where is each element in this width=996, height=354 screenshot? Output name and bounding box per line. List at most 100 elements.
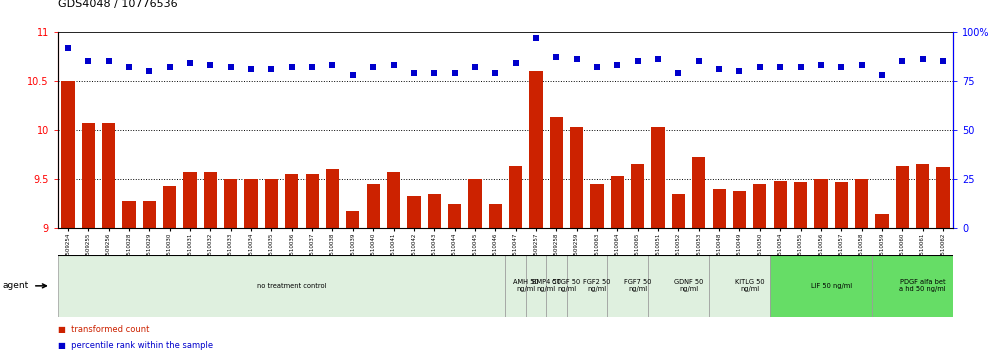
Text: no treatment control: no treatment control — [257, 283, 327, 289]
Bar — [631, 165, 644, 228]
Bar — [489, 204, 502, 228]
Bar — [872, 255, 953, 317]
Point — [284, 64, 300, 70]
Point — [629, 58, 645, 64]
Bar — [591, 184, 604, 228]
Point — [569, 57, 585, 62]
Point — [731, 68, 747, 74]
Point — [366, 64, 381, 70]
Bar — [855, 179, 869, 228]
Point — [834, 64, 850, 70]
Point — [873, 72, 889, 78]
Point — [243, 66, 259, 72]
Point — [60, 45, 76, 50]
Bar — [62, 81, 75, 228]
Bar — [347, 211, 360, 228]
Bar — [936, 167, 949, 228]
Bar — [692, 156, 705, 228]
Point — [487, 70, 503, 76]
Text: KITLG 50
ng/ml: KITLG 50 ng/ml — [735, 279, 765, 292]
Point — [854, 62, 870, 68]
Point — [691, 58, 707, 64]
Bar — [58, 255, 505, 317]
Point — [122, 64, 137, 70]
Bar — [611, 176, 624, 228]
Point — [202, 62, 218, 68]
Bar — [102, 123, 116, 228]
Point — [81, 58, 97, 64]
Bar — [753, 184, 767, 228]
Point — [182, 61, 198, 66]
Point — [650, 57, 666, 62]
Bar — [509, 166, 522, 228]
Point — [446, 70, 462, 76]
Point — [426, 70, 442, 76]
Bar — [123, 201, 135, 228]
Point — [141, 68, 157, 74]
Bar — [916, 165, 929, 228]
Bar — [468, 179, 481, 228]
Bar — [550, 117, 563, 228]
Point — [325, 62, 341, 68]
Bar — [244, 179, 258, 228]
Bar — [608, 255, 648, 317]
Bar — [875, 213, 888, 228]
Bar — [546, 255, 567, 317]
Bar — [648, 255, 709, 317]
Point — [304, 64, 320, 70]
Bar — [306, 174, 319, 228]
Text: BMP4 50
ng/ml: BMP4 50 ng/ml — [532, 279, 561, 292]
Text: AMH 50
ng/ml: AMH 50 ng/ml — [513, 279, 539, 292]
Point — [528, 35, 544, 41]
Bar — [505, 255, 526, 317]
Point — [752, 64, 768, 70]
Text: GDNF 50
ng/ml: GDNF 50 ng/ml — [674, 279, 703, 292]
Bar — [142, 201, 156, 228]
Bar — [709, 255, 770, 317]
Point — [670, 70, 686, 76]
Bar — [712, 189, 726, 228]
Text: ■  transformed count: ■ transformed count — [58, 325, 149, 334]
Bar — [183, 172, 196, 228]
Bar — [733, 191, 746, 228]
Point — [264, 66, 280, 72]
Point — [772, 64, 788, 70]
Bar — [770, 255, 872, 317]
Bar — [835, 182, 848, 228]
Bar — [672, 194, 685, 228]
Bar — [285, 174, 299, 228]
Bar — [794, 182, 807, 228]
Text: ■  percentile rank within the sample: ■ percentile rank within the sample — [58, 341, 213, 350]
Bar — [530, 71, 543, 228]
Bar — [774, 181, 787, 228]
Text: GDS4048 / 10776536: GDS4048 / 10776536 — [58, 0, 177, 9]
Point — [508, 61, 524, 66]
Point — [345, 72, 361, 78]
Point — [549, 55, 565, 60]
Point — [935, 58, 951, 64]
Text: CTGF 50
ng/ml: CTGF 50 ng/ml — [553, 279, 581, 292]
Bar — [427, 194, 441, 228]
Point — [467, 64, 483, 70]
Bar — [82, 123, 95, 228]
Bar — [224, 179, 237, 228]
Bar — [651, 127, 664, 228]
Bar — [326, 170, 339, 228]
Bar — [163, 186, 176, 228]
Bar — [204, 172, 217, 228]
Point — [101, 58, 117, 64]
Point — [406, 70, 422, 76]
Bar — [407, 196, 420, 228]
Point — [914, 57, 930, 62]
Point — [894, 58, 910, 64]
Bar — [570, 127, 584, 228]
Point — [793, 64, 809, 70]
Bar — [895, 166, 909, 228]
Text: FGF2 50
ng/ml: FGF2 50 ng/ml — [584, 279, 611, 292]
Bar — [448, 204, 461, 228]
Text: agent: agent — [3, 281, 29, 290]
Bar — [567, 255, 608, 317]
Point — [813, 62, 829, 68]
Text: FGF7 50
ng/ml: FGF7 50 ng/ml — [624, 279, 651, 292]
Point — [711, 66, 727, 72]
